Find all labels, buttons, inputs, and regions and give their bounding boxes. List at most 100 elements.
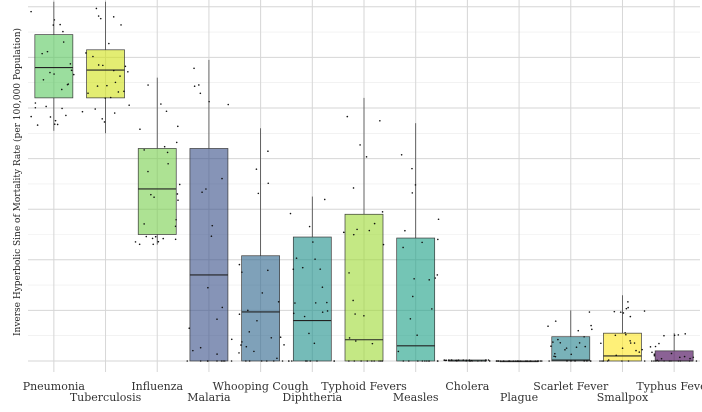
- data-point: [677, 360, 680, 362]
- data-point: [238, 263, 241, 266]
- data-point: [660, 357, 663, 360]
- data-point: [223, 360, 226, 362]
- data-point: [163, 145, 166, 148]
- data-point: [599, 360, 601, 362]
- data-point: [283, 344, 285, 346]
- data-point: [41, 52, 43, 55]
- data-point: [526, 360, 528, 362]
- data-point: [36, 124, 39, 126]
- data-point: [199, 360, 202, 362]
- data-point: [359, 144, 361, 146]
- x-tick-label: Scarlet Fever: [533, 380, 609, 393]
- data-point: [516, 360, 519, 362]
- data-point: [123, 90, 125, 93]
- data-point: [689, 357, 691, 360]
- data-point: [265, 360, 268, 362]
- data-point: [222, 360, 224, 362]
- data-point: [321, 311, 324, 313]
- x-tick-label: Pneumonia: [23, 380, 86, 393]
- data-point: [301, 266, 304, 269]
- data-point: [507, 360, 510, 362]
- data-point: [495, 360, 498, 362]
- data-point: [192, 349, 194, 352]
- data-point: [240, 344, 242, 346]
- data-point: [426, 360, 428, 362]
- data-point: [53, 73, 55, 75]
- y-axis-title: Inverse Hyperbolic Sine of Mortality Rat…: [13, 27, 23, 337]
- data-point: [428, 279, 431, 281]
- box-pneumonia: [34, 34, 74, 99]
- data-point: [485, 359, 487, 361]
- data-point: [625, 333, 627, 336]
- data-point: [668, 360, 671, 362]
- data-point: [62, 30, 64, 33]
- data-point: [294, 302, 296, 304]
- data-point: [627, 360, 630, 362]
- data-point: [445, 359, 448, 362]
- data-point: [352, 187, 355, 189]
- x-tick-label: Influenza: [131, 380, 183, 393]
- data-point: [30, 10, 32, 13]
- data-point: [591, 328, 593, 331]
- data-point: [304, 360, 307, 362]
- data-point: [220, 360, 223, 362]
- data-point: [54, 119, 57, 122]
- data-point: [670, 352, 673, 355]
- data-point: [663, 334, 665, 337]
- data-point: [413, 277, 415, 280]
- data-point: [365, 156, 368, 158]
- data-point: [462, 359, 465, 361]
- data-point: [276, 357, 278, 360]
- data-point: [424, 360, 426, 362]
- data-point: [574, 360, 576, 362]
- data-point: [221, 306, 224, 309]
- data-point: [629, 340, 631, 342]
- data-point: [176, 193, 179, 195]
- x-tick-label: Measles: [393, 391, 439, 404]
- data-point: [112, 16, 115, 18]
- data-point: [150, 193, 152, 196]
- data-point: [653, 354, 656, 357]
- data-point: [316, 360, 318, 362]
- data-point: [590, 324, 592, 327]
- data-point: [348, 272, 350, 274]
- data-point: [308, 225, 311, 228]
- data-point: [651, 351, 653, 354]
- data-point: [62, 41, 65, 43]
- data-point: [578, 342, 581, 344]
- data-point: [61, 107, 63, 110]
- data-point: [448, 359, 450, 361]
- box-diphtheria: [292, 236, 332, 362]
- data-point: [309, 360, 312, 362]
- data-point: [524, 360, 527, 362]
- data-point: [42, 78, 45, 81]
- box-influenza: [137, 148, 177, 235]
- data-point: [371, 342, 374, 345]
- data-point: [565, 347, 568, 349]
- data-point: [289, 212, 292, 215]
- box-tuberculosis: [86, 49, 125, 99]
- data-point: [108, 42, 110, 45]
- data-point: [333, 360, 335, 362]
- data-point: [178, 183, 181, 186]
- data-point: [323, 198, 326, 201]
- data-point: [408, 360, 410, 362]
- data-point: [540, 360, 543, 362]
- data-point: [56, 123, 59, 126]
- data-point: [402, 246, 404, 249]
- x-tick-label: Smallpox: [597, 391, 649, 404]
- data-point: [267, 150, 269, 152]
- data-point: [81, 110, 84, 113]
- data-point: [186, 360, 189, 362]
- data-point: [290, 360, 293, 362]
- data-point: [416, 334, 418, 336]
- data-point: [201, 191, 203, 194]
- data-point: [113, 112, 116, 114]
- data-point: [537, 360, 539, 362]
- data-point: [638, 351, 641, 353]
- data-point: [534, 360, 537, 362]
- data-point: [519, 360, 522, 362]
- data-point: [85, 52, 87, 54]
- x-tick-label: Plague: [500, 391, 538, 404]
